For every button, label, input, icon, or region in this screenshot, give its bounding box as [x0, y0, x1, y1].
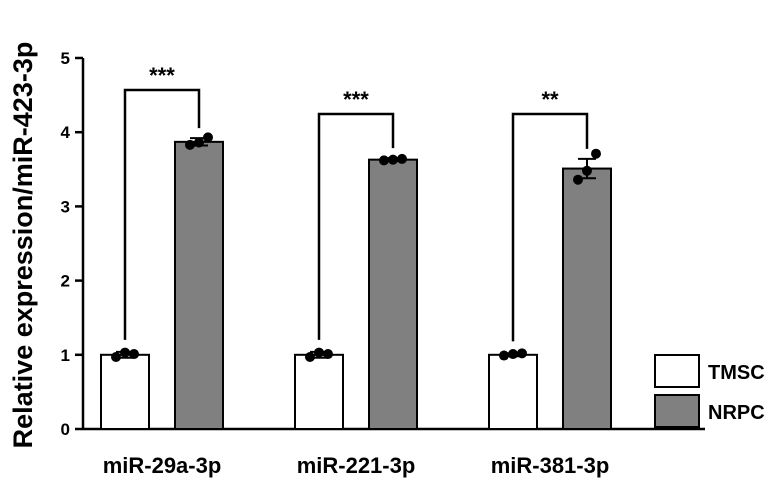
- y-tick-label: 5: [61, 49, 70, 68]
- category-label: miR-29a-3p: [103, 453, 222, 478]
- data-point: [388, 154, 398, 165]
- data-point: [314, 347, 324, 358]
- significance-bracket: [123, 88, 201, 340]
- data-point: [323, 349, 333, 360]
- bars: ****** **: [100, 63, 612, 431]
- y-tick-label: 4: [61, 123, 71, 142]
- data-point: [305, 352, 315, 363]
- category-labels: miR-29a-3p miR-221-3p miR-381-3p: [103, 453, 610, 478]
- bar-tmsc: [294, 353, 344, 430]
- significance-label: ***: [343, 87, 369, 112]
- data-point: [517, 348, 527, 359]
- y-tick-label: 2: [61, 272, 70, 291]
- data-point: [203, 132, 213, 143]
- data-point: [508, 349, 518, 360]
- category-label: miR-381-3p: [491, 453, 610, 478]
- legend: TMSC NRPC: [654, 354, 765, 428]
- y-tick-label: 1: [61, 346, 70, 365]
- data-point: [573, 174, 583, 185]
- significance-label: ***: [149, 63, 175, 88]
- data-point: [120, 347, 130, 358]
- legend-swatch-tmsc: [654, 354, 700, 388]
- data-point: [111, 352, 121, 363]
- data-point: [499, 350, 509, 361]
- data-point: [194, 137, 204, 148]
- category-label: miR-221-3p: [297, 453, 416, 478]
- y-axis-title-group: Relative expression/miR-423-3p: [8, 42, 38, 449]
- data-point: [379, 155, 389, 166]
- data-point: [591, 148, 601, 159]
- bar-tmsc: [488, 353, 538, 430]
- y-axis-title: Relative expression/miR-423-3p: [8, 42, 38, 449]
- data-point: [397, 153, 407, 164]
- bar-tmsc: [100, 353, 150, 430]
- legend-swatch-nrpc: [654, 394, 700, 428]
- bar-nrpc: [562, 167, 612, 430]
- y-tick-label: 0: [61, 420, 70, 439]
- data-point: [582, 165, 592, 176]
- legend-label-tmsc: TMSC: [708, 362, 765, 384]
- bar-nrpc: [174, 140, 224, 430]
- significance-bracket: [317, 112, 395, 340]
- significance-label: **: [541, 87, 559, 112]
- legend-label-nrpc: NRPC: [708, 402, 765, 424]
- bar-nrpc: [368, 158, 418, 431]
- significance-bracket: [511, 112, 589, 342]
- data-point: [185, 139, 195, 150]
- y-tick-label: 3: [61, 197, 70, 216]
- data-point: [129, 349, 139, 360]
